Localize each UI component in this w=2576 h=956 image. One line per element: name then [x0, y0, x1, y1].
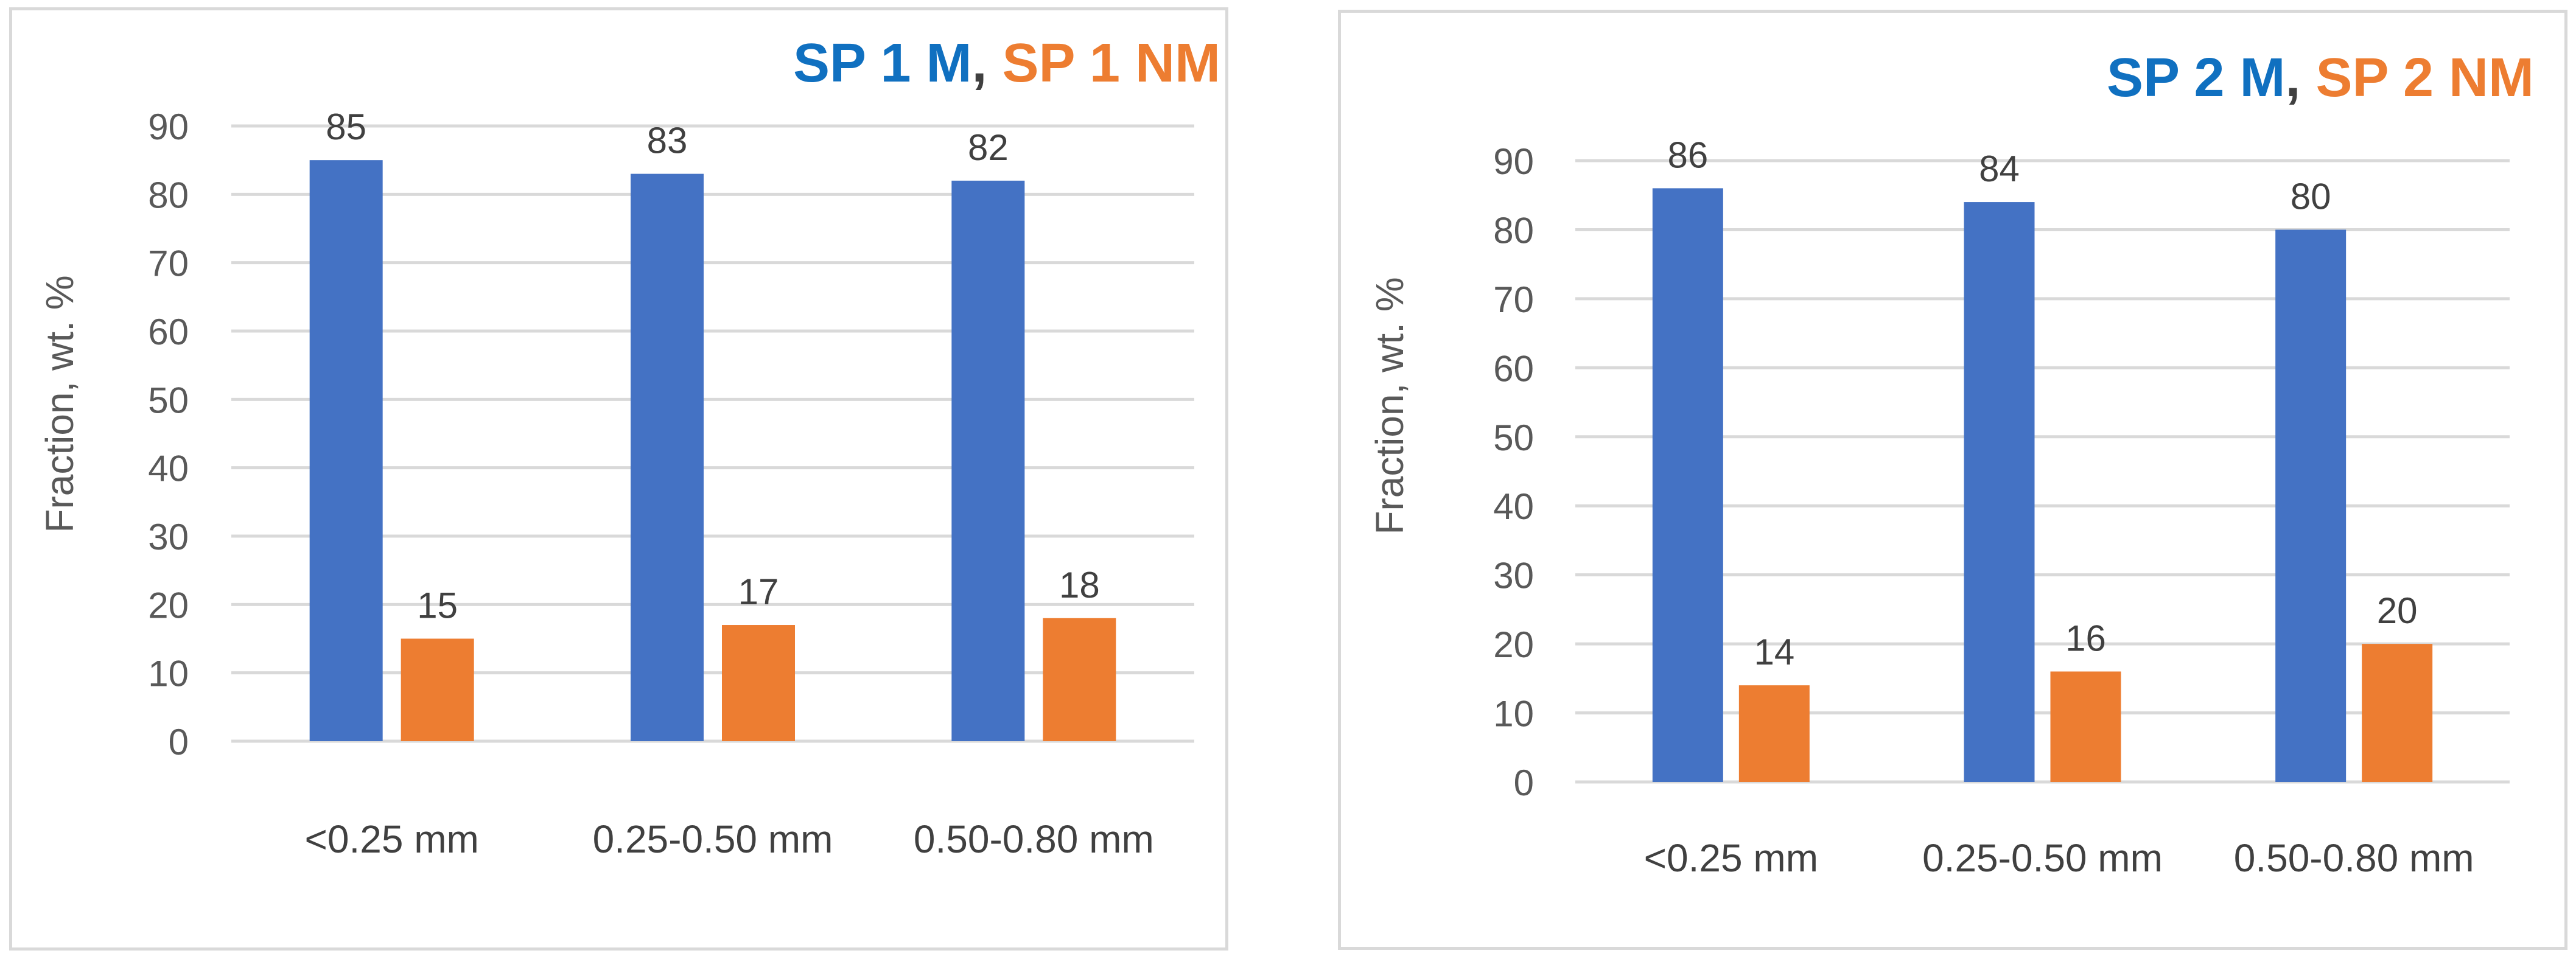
chart-2-y-tick-label: 60	[1493, 348, 1534, 389]
chart-1-data-label: 17	[738, 571, 779, 612]
chart-2-y-tick-label: 80	[1493, 210, 1534, 251]
chart-2-x-tick-label: 0.50-0.80 mm	[2234, 836, 2474, 880]
chart-2-bar	[1652, 188, 1723, 782]
chart-1-y-axis-label: Fraction, wt. %	[38, 275, 82, 532]
chart-2-y-tick-label: 20	[1493, 624, 1534, 665]
chart-2-y-tick-label: 70	[1493, 279, 1534, 320]
chart-1-y-tick-label: 60	[148, 312, 189, 352]
chart-1-y-tick-label: 80	[148, 175, 189, 215]
chart-1-x-tick-label: 0.50-0.80 mm	[914, 817, 1154, 861]
chart-2-plot: 0 10 20 30 40 50 60 70 80 90 86 14 <0.25 mm 84 16 0.25-…	[1493, 134, 2510, 880]
chart-2-y-tick-label: 10	[1493, 694, 1534, 734]
chart-1-title-nm: SP 1 NM	[1003, 33, 1220, 94]
chart-1: SP 1 M, SP 1 NM Fraction, wt. % 0 10 20 30 4…	[38, 33, 1220, 861]
chart-1-title-separator: ,	[972, 33, 987, 94]
chart-2-title-m: SP 2 M	[2107, 47, 2285, 108]
chart-2-data-label: 86	[1667, 134, 1708, 175]
chart-1-y-tick-label: 90	[148, 106, 189, 147]
chart-2-data-label: 20	[2377, 590, 2418, 631]
chart-1-y-tick-label: 20	[148, 585, 189, 626]
chart-2-x-tick-label: 0.25-0.50 mm	[1922, 836, 2163, 880]
chart-1-bar	[631, 173, 704, 742]
chart-panel-1: SP 1 M, SP 1 NM Fraction, wt. % 0 10 20 30 4…	[9, 7, 1228, 951]
chart-1-bar	[401, 638, 474, 741]
chart-2-bar	[1964, 202, 2035, 783]
chart-2-y-tick-label: 40	[1493, 486, 1534, 527]
chart-1-data-label: 15	[417, 585, 458, 626]
chart-2-title-separator: ,	[2286, 47, 2301, 108]
chart-1-y-tick-label: 0	[169, 722, 189, 762]
chart-2-bar	[2050, 671, 2121, 782]
chart-1-bar	[309, 160, 383, 741]
chart-1-y-tick-label: 30	[148, 517, 189, 557]
chart-2-bar	[2362, 644, 2433, 782]
chart-1-title-m: SP 1 M	[793, 33, 971, 94]
chart-2-y-tick-label: 50	[1493, 417, 1534, 458]
chart-1-data-label: 83	[647, 120, 688, 161]
chart-1-y-tick-label: 40	[148, 448, 189, 489]
chart-2-y-tick-label: 90	[1493, 141, 1534, 182]
chart-2-data-label: 80	[2291, 176, 2331, 217]
chart-2-title: SP 2 M, SP 2 NM	[2107, 47, 2534, 108]
chart-2-data-label: 16	[2065, 618, 2106, 658]
chart-1-bar	[951, 180, 1025, 741]
chart-2-title-nm: SP 2 NM	[2316, 47, 2534, 108]
chart-2-data-label: 84	[1979, 148, 2020, 189]
chart-1-bar	[1043, 618, 1116, 741]
chart-1-plot: 0 10 20 30 40 50 60 70 80 90 85 15 <0.25 mm 83 17 0.25-…	[148, 106, 1194, 861]
chart-1-x-tick-label: <0.25 mm	[304, 817, 478, 861]
chart-1-title: SP 1 M, SP 1 NM	[793, 33, 1220, 94]
chart-2-y-axis-label: Fraction, wt. %	[1368, 277, 1412, 534]
chart-1-y-tick-label: 10	[148, 654, 189, 694]
chart-panel-2: SP 2 M, SP 2 NM Fraction, wt. % 0 10 20 30 4…	[1338, 10, 2567, 950]
chart-1-y-tick-label: 50	[148, 380, 189, 420]
chart-2: SP 2 M, SP 2 NM Fraction, wt. % 0 10 20 30 4…	[1368, 47, 2534, 880]
chart-2-y-tick-label: 0	[1514, 762, 1534, 803]
chart-1-data-label: 18	[1059, 565, 1100, 605]
chart-1-y-tick-label: 70	[148, 243, 189, 284]
chart-2-data-label: 14	[1754, 632, 1794, 672]
chart-1-data-label: 82	[968, 127, 1009, 168]
chart-1-data-label: 85	[326, 106, 366, 147]
chart-2-bar	[1738, 685, 1810, 782]
chart-2-y-tick-label: 30	[1493, 556, 1534, 596]
chart-1-bar	[722, 625, 795, 741]
chart-2-x-tick-label: <0.25 mm	[1644, 836, 1818, 880]
chart-1-x-tick-label: 0.25-0.50 mm	[593, 817, 833, 861]
chart-2-bar	[2275, 229, 2347, 782]
